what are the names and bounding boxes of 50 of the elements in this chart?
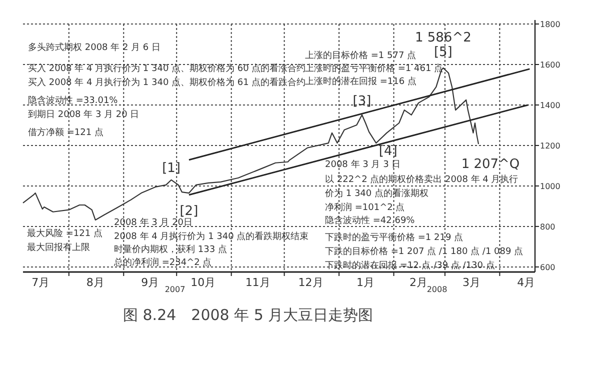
y-tick-label: 1200 [540, 141, 560, 150]
annotation: 下跌的目标价格 =1 207 点 /1 180 点 /1 089 点 [325, 246, 524, 257]
annotation: [4] [378, 144, 398, 160]
annotation: 时量价内期权，获利 133 点 [114, 244, 227, 255]
y-tick-label: 1800 [540, 20, 560, 29]
annotation: 上涨时的潜在回报 =116 点 [305, 76, 416, 87]
y-tick-label: 1000 [540, 182, 560, 191]
annotation: 多头跨式期权 2008 年 2 月 6 日 [28, 42, 161, 53]
x-tick-label: 12月 [298, 276, 324, 289]
annotation: 上涨的目标价格 =1 577 点 [305, 50, 416, 61]
annotation: [3] [352, 94, 372, 109]
y-tick-label: 600 [540, 262, 556, 272]
x-tick-label: 3月 [462, 276, 480, 289]
y-tick-label: 1600 [540, 60, 560, 70]
text: 2007 [164, 285, 186, 294]
y-tick-label: 1400 [540, 100, 560, 110]
y-tick-label: 800 [540, 222, 556, 232]
annotation: 价为 1 340 点的看涨期权 [324, 188, 428, 199]
annotation: 最大风险 =121 点 [27, 228, 102, 239]
annotation: 净利润 =101^2 点 [325, 202, 405, 213]
annotation: 总的净利润 =234^2 点 [113, 257, 212, 268]
annotation: 2008 年 4 月执行价为 1 340 点的看跌期权结束 [114, 231, 309, 242]
annotation: 最大回报有上限 [27, 242, 90, 253]
annotation: 买入 2008 年 4 月执行价为 1 340 点、期权价格为 61 点的看跌合约 [28, 77, 306, 88]
x-tick-label: 10月 [190, 276, 216, 289]
annotation: 到期日 2008 年 3 月 20 日 [28, 109, 140, 120]
annotation: [1] [162, 160, 181, 176]
x-tick-label: 11月 [245, 276, 270, 289]
annotation: 2008 年 3 月 20日 [114, 217, 193, 228]
annotation: [5] [434, 44, 452, 60]
x-tick-label: 8月 [86, 276, 104, 289]
x-tick-label: 2月 [409, 276, 428, 289]
x-tick-label: 4月 [517, 276, 536, 289]
annotation: 借方净额 =121 点 [28, 127, 104, 138]
annotation: 1 207^Q [461, 157, 520, 172]
x-tick-label: 7月 [32, 276, 50, 289]
text: 2008 [426, 285, 448, 294]
annotation: 2008 年 3 月 3 日 [325, 159, 401, 170]
annotation: 以 222^2 点的期权价格卖出 2008 年 4 月执行 [325, 174, 518, 185]
annotation: 隐含波动性 =33.01% [28, 95, 118, 106]
x-tick-label: 9月 [141, 276, 160, 289]
annotation: 下跌时的盈亏平衡价格 =1 219 点 [325, 232, 464, 243]
annotation: 上涨时的盈亏平衡价格 =1 461 点 [305, 63, 444, 74]
annotation: 下跌时的潜在回报 =12 点 /39 点 /130 点 [325, 260, 495, 271]
annotation: 买入 2008 年 4 月执行价为 1 340 点、期权价格为 60 点的看涨合约 [28, 63, 306, 74]
annotation: 隐含波动性 =42.69% [325, 215, 416, 226]
annotation: [2] [180, 204, 198, 220]
annotation: 1 586^2 [415, 30, 472, 46]
text: 图 8.24 2008 年 5 月大豆日走势图 [123, 306, 374, 324]
x-tick-label: 1月 [356, 276, 375, 289]
